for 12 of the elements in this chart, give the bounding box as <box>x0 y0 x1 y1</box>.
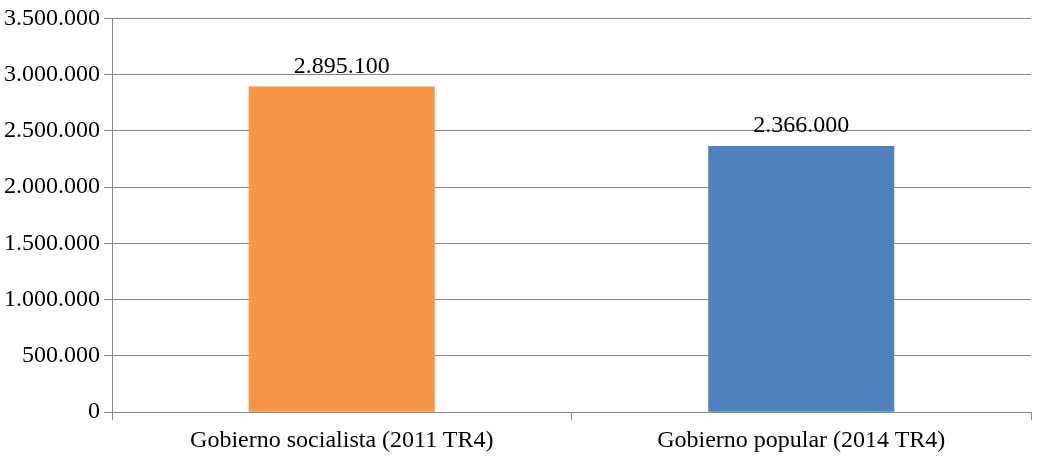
y-tick-label: 2.000.000 <box>4 172 100 199</box>
y-tick-label: 3.500.000 <box>4 3 100 30</box>
x-tick-label: Gobierno socialista (2011 TR4) <box>190 425 494 452</box>
y-tick-label: 1.500.000 <box>4 228 100 255</box>
data-label: 2.895.100 <box>293 51 390 78</box>
y-tick-label: 3.000.000 <box>4 59 100 86</box>
y-tick-label: 2.500.000 <box>4 116 100 143</box>
y-tick-label: 500.000 <box>22 341 100 368</box>
y-tick-label: 1.000.000 <box>4 284 100 311</box>
data-label: 2.366.000 <box>753 111 850 138</box>
y-tick-label: 0 <box>88 397 100 424</box>
x-tick-label: Gobierno popular (2014 TR4) <box>657 425 946 452</box>
